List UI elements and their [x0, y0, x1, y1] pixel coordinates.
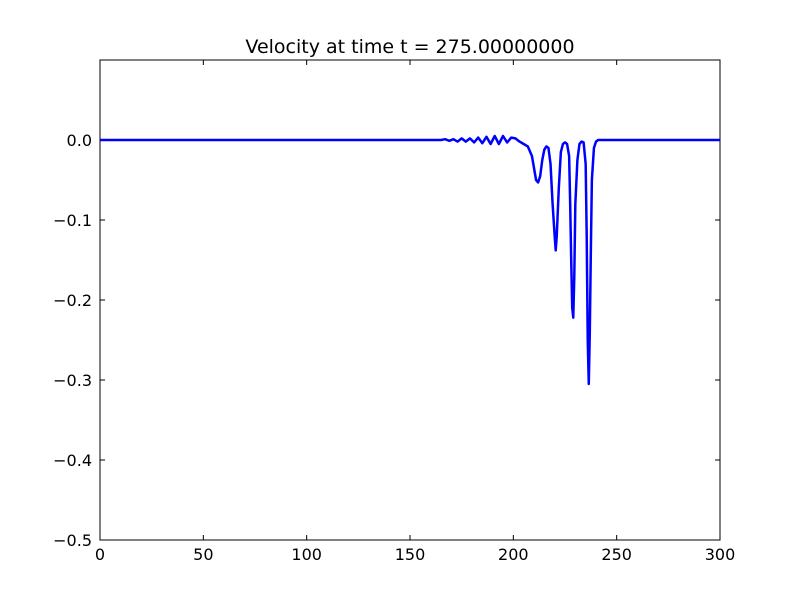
- y-tick-label: −0.2: [53, 291, 92, 310]
- x-tick-label: 300: [705, 545, 736, 564]
- chart-title: Velocity at time t = 275.00000000: [245, 36, 574, 58]
- y-tick-label: −0.3: [53, 371, 92, 390]
- series-line-0: [100, 136, 720, 384]
- x-tick-label: 200: [498, 545, 529, 564]
- y-tick-label: −0.1: [53, 211, 92, 230]
- x-tick-label: 0: [95, 545, 105, 564]
- plot-frame: [100, 60, 720, 540]
- x-tick-label: 100: [291, 545, 322, 564]
- x-tick-label: 250: [601, 545, 632, 564]
- y-tick-label: 0.0: [67, 131, 92, 150]
- y-tick-label: −0.4: [53, 451, 92, 470]
- x-tick-label: 50: [193, 545, 213, 564]
- x-tick-label: 150: [395, 545, 426, 564]
- y-tick-label: −0.5: [53, 531, 92, 550]
